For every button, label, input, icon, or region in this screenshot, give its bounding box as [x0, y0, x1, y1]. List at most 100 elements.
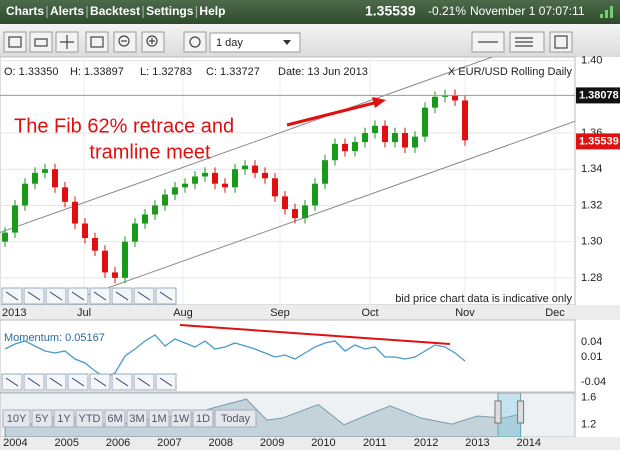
candle-body [442, 95, 448, 97]
price-marker [576, 87, 620, 104]
tramline [74, 120, 575, 301]
menu-item[interactable]: Charts [6, 4, 44, 18]
candle-body [12, 205, 18, 233]
candle-body [382, 125, 388, 143]
candle-body [332, 143, 338, 161]
info-open: O: 1.33350 [4, 66, 58, 78]
navigator-handle[interactable] [494, 400, 502, 424]
candle-body [122, 241, 128, 278]
annotation-line: tramline meet [89, 141, 211, 163]
info-close: C: 1.33727 [206, 66, 260, 78]
candle-body [92, 238, 98, 251]
candle-body [352, 142, 358, 152]
y-tick-label: 1.2 [581, 419, 596, 431]
tool-icon [93, 377, 107, 387]
range-button[interactable] [104, 409, 126, 428]
tool-icon [71, 291, 85, 301]
range-button[interactable] [75, 409, 104, 428]
range-button[interactable] [192, 409, 214, 428]
candle-body [132, 223, 138, 242]
y-tick-label: -0.04 [581, 376, 606, 388]
current-price: 1.35539 [365, 3, 416, 19]
tool-icon [115, 291, 129, 301]
range-buttons: 10Y 5Y 1Y YTD 6M 3M 1M 1W 1D Today [2, 409, 257, 428]
candle-body [202, 172, 208, 177]
range-button-label: 3M [129, 413, 144, 425]
clock: November 1 07:07:11 [470, 4, 585, 18]
candle-body [392, 133, 398, 143]
candle-body [42, 169, 48, 173]
range-button-label: 1Y [57, 413, 71, 425]
candle-body [232, 169, 238, 188]
menu-item[interactable]: Settings [146, 4, 194, 18]
save-button[interactable] [549, 31, 573, 53]
range-button-label: 1W [173, 413, 190, 425]
data-notice: bid price chart data is indicative only [395, 293, 572, 305]
y-tick-label: 1.40 [581, 55, 602, 67]
candle-body [342, 143, 348, 152]
candle-body [322, 160, 328, 184]
info-date: Date: 13 Jun 2013 [278, 66, 368, 78]
candle-body [242, 165, 248, 170]
range-button[interactable] [2, 409, 31, 428]
candle-body [302, 205, 308, 219]
candle-body [452, 95, 458, 101]
menu-item[interactable]: Backtest [90, 4, 140, 18]
x-tick-label: 2008 [209, 437, 233, 449]
x-tick-label: 2004 [3, 437, 27, 449]
candle-body [402, 133, 408, 148]
range-button[interactable] [148, 409, 170, 428]
candle-body [362, 133, 368, 143]
navigator-handle[interactable] [517, 400, 525, 424]
tool-icon [27, 377, 41, 387]
interval-dropdown[interactable] [209, 32, 301, 53]
x-tick-label: 2007 [157, 437, 181, 449]
x-axis-year: 2013 [2, 307, 26, 319]
x-tick-label: Nov [455, 307, 475, 319]
menu-item[interactable]: Help [199, 4, 225, 18]
x-tick-label: Oct [361, 307, 378, 319]
x-tick-label: 2005 [54, 437, 78, 449]
print-button[interactable] [29, 31, 53, 53]
annotation-arrowhead [372, 97, 386, 108]
annotation-line: The Fib 62% retrace and [14, 115, 234, 137]
y-tick-label: 0.01 [581, 351, 602, 363]
range-button[interactable] [126, 409, 148, 428]
range-button[interactable] [53, 409, 75, 428]
y-tick-label: 0.04 [581, 336, 602, 348]
fit-button[interactable] [85, 31, 109, 53]
zoom-out-button[interactable] [113, 31, 137, 53]
menu-item[interactable]: Alerts [50, 4, 84, 18]
price-marker [576, 133, 620, 150]
candle-body [262, 172, 268, 179]
layout-button[interactable] [3, 31, 27, 53]
info-symbol: X EUR/USD Rolling Daily [448, 66, 573, 78]
dropdown-arrow [283, 40, 291, 45]
candle-body [82, 223, 88, 239]
momentum-title: Momentum: 0.05167 [4, 332, 105, 344]
candle-body [112, 272, 118, 278]
x-tick-label: 2009 [260, 437, 284, 449]
price-change: -0.21% [428, 4, 466, 18]
settings-button[interactable] [183, 31, 207, 53]
drawing-tools [1, 287, 177, 305]
tool-icon [5, 377, 19, 387]
momentum-line [4, 334, 466, 378]
time-axis [0, 305, 620, 320]
zoom-in-button[interactable] [141, 31, 165, 53]
range-button[interactable] [31, 409, 53, 428]
candle-body [312, 183, 318, 206]
candle-body [52, 169, 58, 188]
plots [0, 57, 575, 437]
x-tick-label: 2006 [106, 437, 130, 449]
tool-icon [5, 291, 19, 301]
range-button[interactable] [170, 409, 192, 428]
candle-body [72, 201, 78, 224]
menu: Charts Alerts Backtest Settings Help [6, 4, 225, 18]
main-panel [0, 56, 576, 306]
candle-body [432, 96, 438, 108]
candle-body [252, 165, 258, 173]
range-button[interactable] [214, 409, 257, 428]
candle-body [62, 187, 68, 202]
